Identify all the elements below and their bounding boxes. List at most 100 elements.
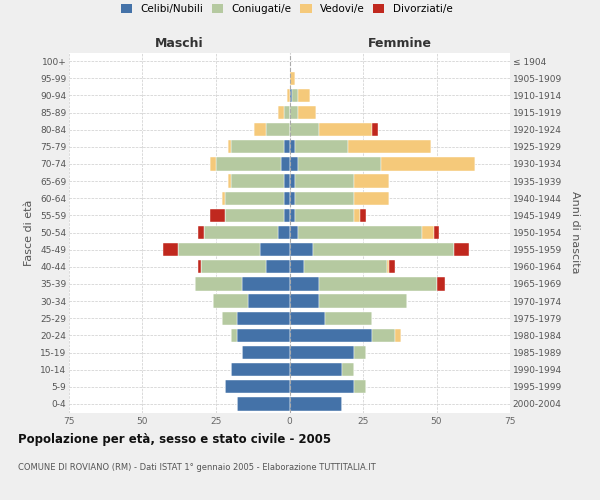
Bar: [199, 260, 202, 274]
Bar: [290, 140, 295, 153]
Bar: [242, 277, 290, 290]
Bar: [290, 312, 325, 325]
Bar: [228, 174, 230, 188]
Bar: [225, 208, 284, 222]
Bar: [260, 243, 290, 256]
Bar: [254, 123, 266, 136]
Bar: [372, 328, 395, 342]
Bar: [298, 226, 422, 239]
Bar: [178, 243, 260, 256]
Bar: [298, 157, 380, 170]
Bar: [319, 294, 407, 308]
Bar: [228, 140, 230, 153]
Bar: [290, 346, 354, 359]
Bar: [281, 157, 290, 170]
Bar: [290, 277, 319, 290]
Bar: [284, 140, 290, 153]
Bar: [230, 363, 290, 376]
Bar: [213, 294, 248, 308]
Bar: [199, 226, 204, 239]
Bar: [278, 106, 284, 119]
Bar: [242, 346, 290, 359]
Bar: [230, 174, 284, 188]
Bar: [295, 192, 354, 205]
Bar: [348, 140, 431, 153]
Bar: [290, 174, 295, 188]
Text: Maschi: Maschi: [155, 37, 203, 50]
Bar: [236, 397, 290, 410]
Bar: [380, 157, 475, 170]
Text: COMUNE DI ROVIANO (RM) - Dati ISTAT 1° gennaio 2005 - Elaborazione TUTTITALIA.IT: COMUNE DI ROVIANO (RM) - Dati ISTAT 1° g…: [18, 462, 376, 471]
Bar: [437, 277, 445, 290]
Text: Popolazione per età, sesso e stato civile - 2005: Popolazione per età, sesso e stato civil…: [18, 432, 331, 446]
Bar: [290, 192, 295, 205]
Bar: [422, 226, 434, 239]
Bar: [360, 208, 366, 222]
Bar: [290, 328, 372, 342]
Bar: [354, 346, 366, 359]
Bar: [290, 208, 295, 222]
Y-axis label: Fasce di età: Fasce di età: [25, 200, 34, 266]
Bar: [216, 157, 281, 170]
Bar: [202, 260, 266, 274]
Bar: [298, 106, 316, 119]
Bar: [298, 88, 310, 102]
Bar: [454, 243, 469, 256]
Text: Femmine: Femmine: [368, 37, 432, 50]
Bar: [295, 174, 354, 188]
Bar: [354, 380, 366, 394]
Bar: [354, 174, 389, 188]
Bar: [236, 312, 290, 325]
Bar: [290, 88, 292, 102]
Bar: [290, 157, 298, 170]
Bar: [290, 106, 298, 119]
Bar: [290, 260, 304, 274]
Bar: [434, 226, 439, 239]
Bar: [389, 260, 395, 274]
Bar: [290, 380, 354, 394]
Bar: [295, 140, 348, 153]
Bar: [325, 312, 372, 325]
Bar: [290, 294, 319, 308]
Bar: [248, 294, 290, 308]
Bar: [222, 192, 225, 205]
Bar: [225, 380, 290, 394]
Bar: [222, 312, 236, 325]
Y-axis label: Anni di nascita: Anni di nascita: [571, 191, 580, 274]
Bar: [210, 157, 216, 170]
Bar: [354, 192, 389, 205]
Bar: [210, 208, 225, 222]
Bar: [284, 174, 290, 188]
Bar: [395, 328, 401, 342]
Bar: [343, 363, 354, 376]
Bar: [278, 226, 290, 239]
Bar: [290, 226, 298, 239]
Bar: [290, 363, 343, 376]
Bar: [287, 88, 290, 102]
Bar: [284, 106, 290, 119]
Bar: [372, 123, 378, 136]
Bar: [319, 277, 437, 290]
Bar: [196, 277, 242, 290]
Bar: [236, 328, 290, 342]
Bar: [266, 123, 290, 136]
Bar: [304, 260, 386, 274]
Bar: [313, 243, 454, 256]
Bar: [295, 208, 354, 222]
Bar: [386, 260, 389, 274]
Bar: [163, 243, 178, 256]
Bar: [284, 208, 290, 222]
Bar: [225, 192, 284, 205]
Bar: [266, 260, 290, 274]
Bar: [290, 123, 319, 136]
Bar: [354, 208, 360, 222]
Bar: [230, 140, 284, 153]
Bar: [230, 328, 236, 342]
Legend: Celibi/Nubili, Coniugati/e, Vedovi/e, Divorziati/e: Celibi/Nubili, Coniugati/e, Vedovi/e, Di…: [121, 4, 452, 14]
Bar: [319, 123, 372, 136]
Bar: [292, 88, 298, 102]
Bar: [290, 72, 295, 85]
Bar: [204, 226, 278, 239]
Bar: [290, 243, 313, 256]
Bar: [284, 192, 290, 205]
